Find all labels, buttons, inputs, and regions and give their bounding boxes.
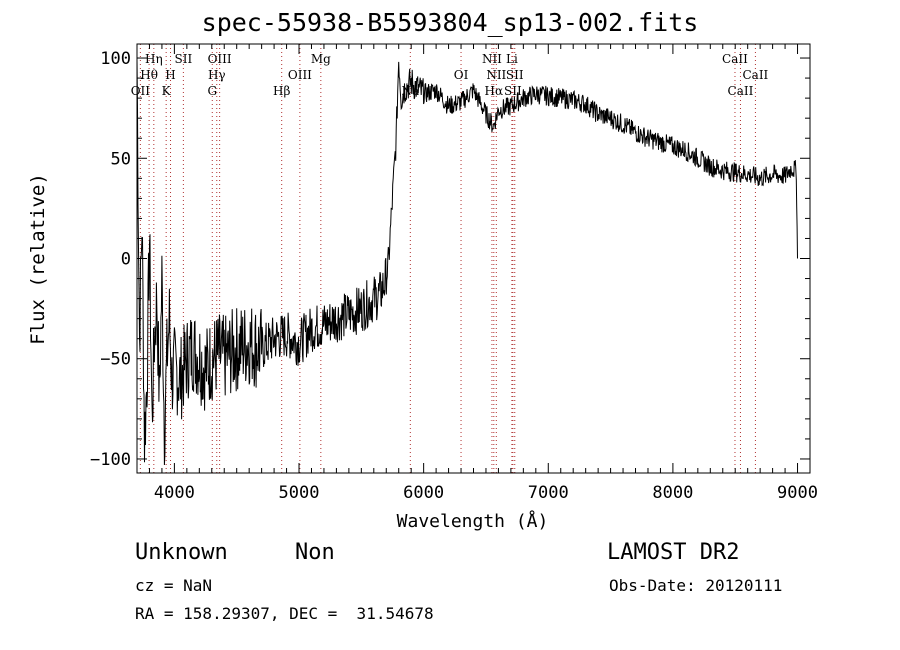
spectrum-series [136,58,798,466]
y-tick-label-group: 100 [100,49,131,69]
line-label: SII [175,52,193,66]
y-tick-label-group: −100 [90,450,131,470]
survey-label: LAMOST DR2 [607,540,740,565]
x-axis-label: Wavelength (Å) [396,511,549,532]
x-tick-label: 4000 [154,483,195,503]
plot-frame [136,43,811,474]
x-tick-label-group: 5000 [279,483,320,503]
line-label: OI [454,68,469,82]
line-label: H [165,68,175,82]
y-tick-label-group: 50 [111,149,131,169]
y-tick-label-group: −50 [100,350,131,370]
y-tick-label: 0 [121,250,131,270]
chart-title: spec-55938-B5593804_sp13-002.fits [201,8,699,37]
y-tick-label: −100 [90,450,131,470]
spectrum-line [136,58,798,466]
line-label: SII [504,84,522,98]
x-tick-label: 9000 [777,483,818,503]
cz-value: cz = NaN [135,576,213,595]
x-tick-label-group: 4000 [154,483,195,503]
y-axis-label: Flux (relative) [27,173,49,345]
line-label: Mg [311,52,331,66]
x-tick-label-group: 6000 [403,483,444,503]
x-tick-label: 7000 [528,483,569,503]
line-label: Li [506,52,518,66]
class-label: Unknown [135,540,228,565]
line-label: OIII [208,52,232,66]
line-label: G [207,84,217,98]
line-label: OIII [288,68,312,82]
y-tick-label: −50 [100,350,131,370]
line-label: Hθ [140,68,158,82]
line-label: NII [482,52,502,66]
x-tick-label: 6000 [403,483,444,503]
x-tick-label: 5000 [279,483,320,503]
line-labels: OIIHθHηKHSIIGHγOIIIHβOIIIMgNaOINIIHαNIIL… [131,52,769,98]
x-tick-label-group: 8000 [652,483,693,503]
axes: 4000 5000 6000 7000 8000 9000 −100 −50 0 50 100 [90,43,818,503]
line-label: OII [131,84,151,98]
subclass-label: Non [295,540,335,565]
y-tick-label: 100 [100,49,131,69]
line-label: K [162,84,172,98]
line-label: Hβ [273,84,290,98]
ra-dec-coordinates: RA = 158.29307, DEC = 31.54678 [135,604,434,623]
line-label: Hγ [208,68,226,82]
x-tick-label-group: 7000 [528,483,569,503]
line-label: Hη [145,52,163,66]
line-label: CaII [728,84,754,98]
line-label: CaII [742,68,768,82]
y-tick-label-group: 0 [121,250,131,270]
y-tick-label: 50 [111,149,131,169]
line-label: SII [506,68,524,82]
x-tick-label: 8000 [652,483,693,503]
line-label: Na [401,84,419,98]
obs-date: Obs-Date: 20120111 [609,576,783,595]
line-label: Hα [485,84,504,98]
line-label: NII [486,68,506,82]
line-label: CaII [722,52,748,66]
x-tick-label-group: 9000 [777,483,818,503]
